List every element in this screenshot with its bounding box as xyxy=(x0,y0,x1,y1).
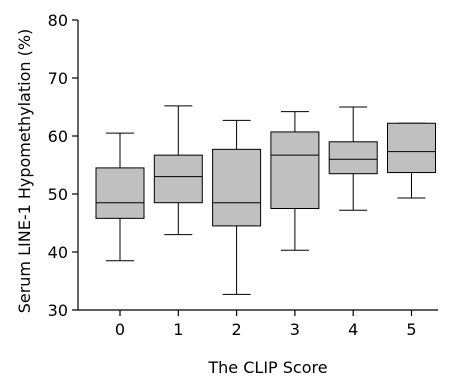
box-group xyxy=(270,111,320,251)
box-iqr xyxy=(270,131,320,209)
x-axis-title: The CLIP Score xyxy=(207,358,327,377)
box-group xyxy=(328,106,378,211)
box-iqr xyxy=(153,154,203,204)
y-tick-label: 50 xyxy=(48,185,68,204)
y-tick-label: 40 xyxy=(48,243,68,262)
box-group xyxy=(212,119,262,295)
box-iqr xyxy=(387,122,436,174)
x-tick-label: 5 xyxy=(406,320,416,339)
box-iqr xyxy=(212,148,262,227)
y-axis-title: Serum LINE-1 Hypomethylation (%) xyxy=(15,29,34,314)
y-tick-label: 80 xyxy=(48,11,68,30)
box-iqr xyxy=(328,141,378,175)
y-tick-label: 30 xyxy=(48,301,68,320)
box-iqr xyxy=(95,167,145,219)
x-tick-label: 1 xyxy=(173,320,183,339)
x-tick-label: 4 xyxy=(348,320,358,339)
x-tick-label: 0 xyxy=(115,320,125,339)
axes: 30 40 50 60 70 80 0 1 2 3 4 5 xyxy=(48,11,438,339)
x-tick-label: 3 xyxy=(290,320,300,339)
box-group xyxy=(95,132,145,262)
y-tick-label: 70 xyxy=(48,69,68,88)
box-series xyxy=(95,105,436,295)
box-group xyxy=(153,105,203,236)
box-group xyxy=(387,122,436,199)
x-tick-label: 2 xyxy=(232,320,242,339)
y-tick-label: 60 xyxy=(48,127,68,146)
